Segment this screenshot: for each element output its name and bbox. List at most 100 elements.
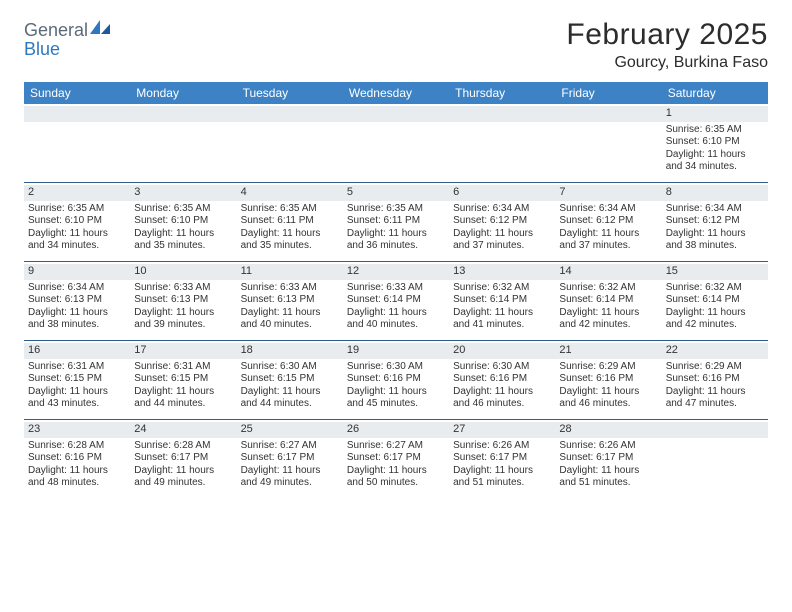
day-number: 18 (241, 344, 253, 356)
day-cell: 2 Sunrise: 6:35 AMSunset: 6:10 PMDaylight… (24, 183, 130, 261)
day-number: 2 (28, 186, 34, 198)
day-number: 7 (559, 186, 565, 198)
day-number-row: 14 (555, 264, 661, 280)
day-number (241, 107, 244, 119)
day-number: 1 (666, 107, 672, 119)
day-cell (343, 104, 449, 182)
day-details: Sunrise: 6:35 AMSunset: 6:10 PMDaylight:… (134, 203, 232, 253)
day-number-row: 11 (237, 264, 343, 280)
day-number-row: 6 (449, 185, 555, 201)
day-details: Sunrise: 6:35 AMSunset: 6:11 PMDaylight:… (241, 203, 339, 253)
day-cell (449, 104, 555, 182)
day-cell: 14Sunrise: 6:32 AMSunset: 6:14 PMDayligh… (555, 262, 661, 340)
day-details: Sunrise: 6:34 AMSunset: 6:13 PMDaylight:… (28, 282, 126, 332)
day-number: 17 (134, 344, 146, 356)
page-title: February 2025 (566, 18, 768, 52)
day-cell: 4 Sunrise: 6:35 AMSunset: 6:11 PMDaylight… (237, 183, 343, 261)
weekday-label: Saturday (662, 82, 768, 104)
day-cell (662, 420, 768, 498)
day-cell: 1Sunrise: 6:35 AMSunset: 6:10 PMDaylight… (662, 104, 768, 182)
day-number: 27 (453, 423, 465, 435)
day-number (28, 107, 31, 119)
day-number-row: 15 (662, 264, 768, 280)
day-number-row: 9 (24, 264, 130, 280)
weekday-header: SundayMondayTuesdayWednesdayThursdayFrid… (24, 82, 768, 104)
day-details: Sunrise: 6:33 AMSunset: 6:13 PMDaylight:… (241, 282, 339, 332)
day-number-row: 3 (130, 185, 236, 201)
day-details: Sunrise: 6:27 AMSunset: 6:17 PMDaylight:… (347, 440, 445, 490)
day-details: Sunrise: 6:30 AMSunset: 6:15 PMDaylight:… (241, 361, 339, 411)
day-cell: 6 Sunrise: 6:34 AMSunset: 6:12 PMDaylight… (449, 183, 555, 261)
day-cell: 12Sunrise: 6:33 AMSunset: 6:14 PMDayligh… (343, 262, 449, 340)
day-number: 16 (28, 344, 40, 356)
day-number: 4 (241, 186, 247, 198)
day-details: Sunrise: 6:27 AMSunset: 6:17 PMDaylight:… (241, 440, 339, 490)
day-number: 11 (241, 265, 252, 277)
day-number-row (130, 106, 236, 122)
day-number: 3 (134, 186, 140, 198)
weekday-label: Tuesday (237, 82, 343, 104)
title-block: February 2025 Gourcy, Burkina Faso (566, 18, 768, 72)
day-number: 28 (559, 423, 571, 435)
day-cell: 11 Sunrise: 6:33 AMSunset: 6:13 PMDayligh… (237, 262, 343, 340)
day-details: Sunrise: 6:26 AMSunset: 6:17 PMDaylight:… (559, 440, 657, 490)
day-cell (237, 104, 343, 182)
day-cell: 22Sunrise: 6:29 AMSunset: 6:16 PMDayligh… (662, 341, 768, 419)
day-cell (24, 104, 130, 182)
day-number: 26 (347, 423, 359, 435)
day-number-row: 4 (237, 185, 343, 201)
day-cell: 27Sunrise: 6:26 AMSunset: 6:17 PMDayligh… (449, 420, 555, 498)
header: General Blue February 2025 Gourcy, Burki… (24, 18, 768, 72)
day-cell: 23Sunrise: 6:28 AMSunset: 6:16 PMDayligh… (24, 420, 130, 498)
day-details: Sunrise: 6:33 AMSunset: 6:13 PMDaylight:… (134, 282, 232, 332)
day-details: Sunrise: 6:34 AMSunset: 6:12 PMDaylight:… (666, 203, 764, 253)
day-cell: 25 Sunrise: 6:27 AMSunset: 6:17 PMDayligh… (237, 420, 343, 498)
day-number-row: 24 (130, 422, 236, 438)
day-number: 5 (347, 186, 353, 198)
weekday-label: Friday (555, 82, 661, 104)
day-number-row: 2 (24, 185, 130, 201)
day-cell: 21 Sunrise: 6:29 AMSunset: 6:16 PMDayligh… (555, 341, 661, 419)
day-cell: 26 Sunrise: 6:27 AMSunset: 6:17 PMDayligh… (343, 420, 449, 498)
day-number: 19 (347, 344, 359, 356)
day-cell: 20Sunrise: 6:30 AMSunset: 6:16 PMDayligh… (449, 341, 555, 419)
sail-icon (88, 20, 112, 40)
day-cell: 24 Sunrise: 6:28 AMSunset: 6:17 PMDayligh… (130, 420, 236, 498)
day-number-row: 13 (449, 264, 555, 280)
day-number-row: 16 (24, 343, 130, 359)
day-cell: 28 Sunrise: 6:26 AMSunset: 6:17 PMDayligh… (555, 420, 661, 498)
day-number: 24 (134, 423, 146, 435)
day-details: Sunrise: 6:28 AMSunset: 6:17 PMDaylight:… (134, 440, 232, 490)
calendar-page: General Blue February 2025 Gourcy, Burki… (0, 0, 792, 508)
day-details: Sunrise: 6:34 AMSunset: 6:12 PMDaylight:… (453, 203, 551, 253)
week-row: 16 Sunrise: 6:31 AMSunset: 6:15 PMDayligh… (24, 340, 768, 419)
day-number-row (555, 106, 661, 122)
day-number-row (449, 106, 555, 122)
day-number-row (24, 106, 130, 122)
day-cell: 16Sunrise: 6:31 AMSunset: 6:15 PMDayligh… (24, 341, 130, 419)
day-number: 21 (559, 344, 571, 356)
location-label: Gourcy, Burkina Faso (566, 54, 768, 72)
day-number-row: 22 (662, 343, 768, 359)
day-number: 13 (453, 265, 465, 277)
day-number-row: 17 (130, 343, 236, 359)
day-details: Sunrise: 6:32 AMSunset: 6:14 PMDaylight:… (666, 282, 764, 332)
day-cell: 10Sunrise: 6:33 AMSunset: 6:13 PMDayligh… (130, 262, 236, 340)
day-cell: 5Sunrise: 6:35 AMSunset: 6:11 PMDaylight… (343, 183, 449, 261)
day-cell: 17 Sunrise: 6:31 AMSunset: 6:15 PMDayligh… (130, 341, 236, 419)
weekday-label: Wednesday (343, 82, 449, 104)
week-row: 23Sunrise: 6:28 AMSunset: 6:16 PMDayligh… (24, 419, 768, 498)
week-row: 2 Sunrise: 6:35 AMSunset: 6:10 PMDaylight… (24, 182, 768, 261)
day-number (453, 107, 456, 119)
day-number-row (343, 106, 449, 122)
day-cell: 3 Sunrise: 6:35 AMSunset: 6:10 PMDaylight… (130, 183, 236, 261)
day-number: 25 (241, 423, 253, 435)
week-row: 9 Sunrise: 6:34 AMSunset: 6:13 PMDaylight… (24, 261, 768, 340)
day-details: Sunrise: 6:28 AMSunset: 6:16 PMDaylight:… (28, 440, 126, 490)
day-number: 8 (666, 186, 672, 198)
day-number: 6 (453, 186, 459, 198)
day-details: Sunrise: 6:29 AMSunset: 6:16 PMDaylight:… (559, 361, 657, 411)
logo-text: General Blue (24, 18, 112, 59)
day-details: Sunrise: 6:31 AMSunset: 6:15 PMDaylight:… (134, 361, 232, 411)
day-details: Sunrise: 6:35 AMSunset: 6:10 PMDaylight:… (28, 203, 126, 253)
